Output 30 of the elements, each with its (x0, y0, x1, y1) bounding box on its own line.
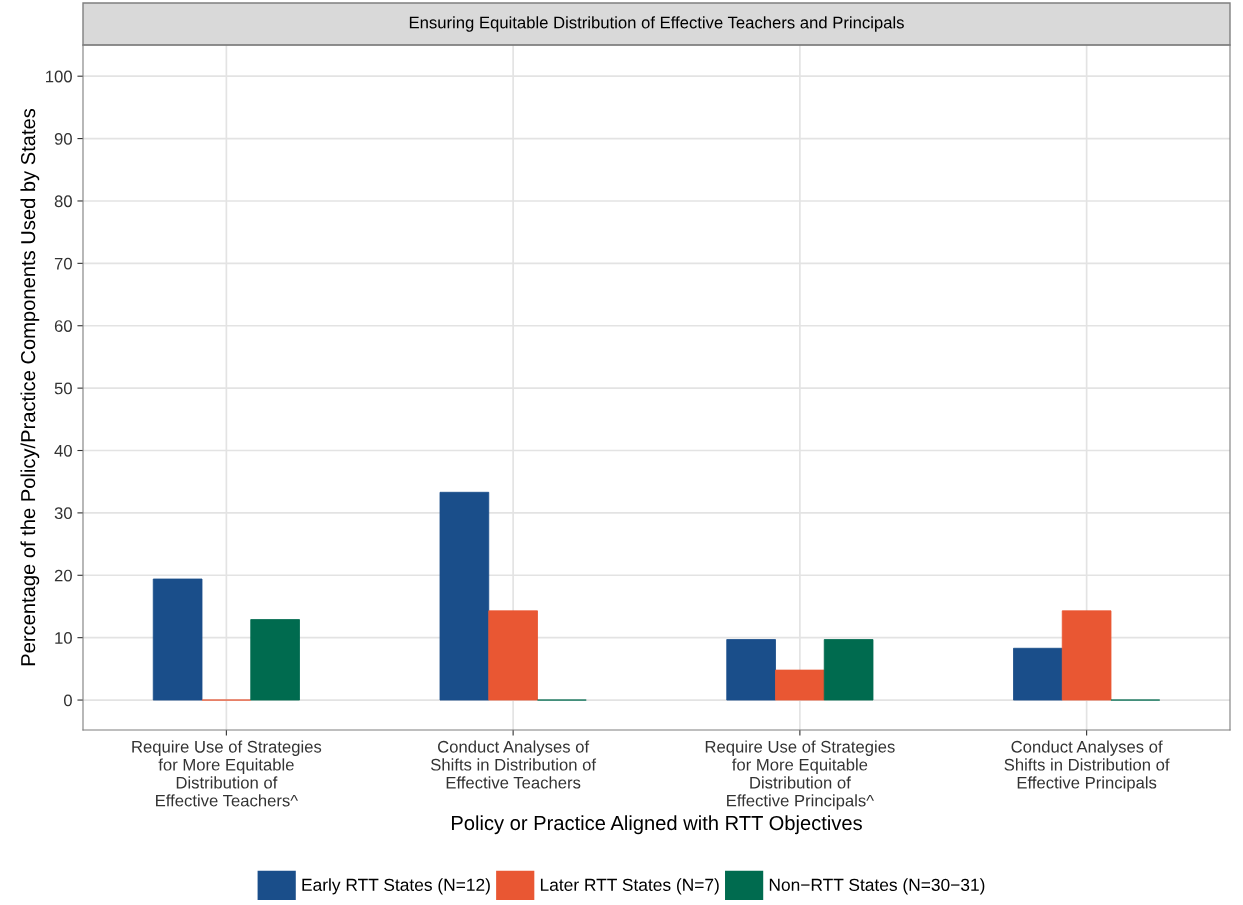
x-tick-label: Require Use of Strategies for More Equitable Distribution of Effective Principals^ (705, 740, 895, 810)
y-tick-label: 100 (46, 70, 72, 83)
x-tick-label: Conduct Analyses of Shifts in Distribution of Effective Principals (1004, 740, 1170, 792)
bar (152, 578, 203, 701)
bar (488, 610, 538, 701)
x-tick-label: Conduct Analyses of Shifts in Distribution of Effective Teachers (430, 740, 597, 789)
y-tick-label: 70 (54, 257, 72, 270)
chart-title: Ensuring Equitable Distribution of Effective Teachers and Principals (409, 16, 904, 32)
legend-label: Early RTT States (N=12) (302, 878, 490, 895)
bar (1013, 647, 1063, 701)
x-axis-title: Policy or Practice Aligned with RTT Objectives (452, 815, 862, 835)
bar (823, 639, 874, 701)
y-tick-label: 20 (54, 569, 72, 582)
bar (250, 619, 300, 701)
y-tick-label: 0 (63, 694, 72, 707)
y-tick-label: 50 (54, 382, 72, 395)
y-tick-label: 30 (54, 507, 72, 520)
bar (726, 639, 776, 701)
y-tick-label: 60 (54, 320, 72, 332)
bar (775, 669, 825, 701)
bar (439, 491, 490, 701)
y-tick-label: 90 (54, 132, 72, 145)
y-axis-title: Percentage of the Policy/Practice Components Used by States (20, 108, 40, 666)
bar (1061, 610, 1112, 701)
y-tick-label: 40 (54, 444, 72, 457)
x-tick-label: Require Use of Strategies for More Equitable Distribution of Effective Teachers^ (132, 740, 322, 807)
y-tick-label: 10 (55, 632, 72, 644)
legend-label: Non−RTT States (N=30−31) (769, 878, 985, 895)
legend-label: Later RTT States (N=7) (540, 878, 719, 895)
y-tick-label: 80 (54, 195, 72, 208)
